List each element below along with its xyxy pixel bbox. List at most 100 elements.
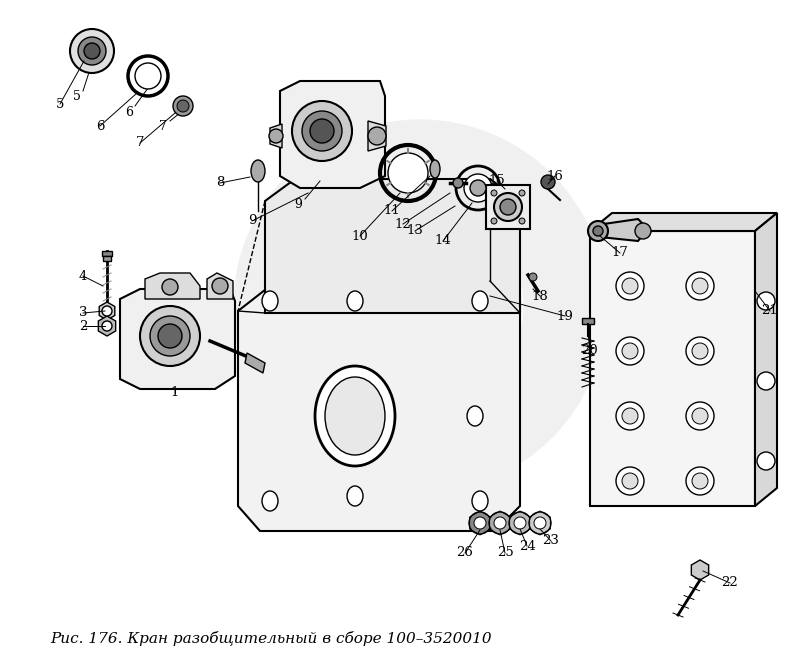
Circle shape bbox=[177, 100, 189, 112]
Polygon shape bbox=[582, 318, 594, 324]
Polygon shape bbox=[590, 231, 755, 506]
Circle shape bbox=[470, 180, 486, 196]
Polygon shape bbox=[368, 121, 386, 151]
Polygon shape bbox=[280, 81, 385, 188]
Circle shape bbox=[474, 517, 486, 529]
Text: 18: 18 bbox=[532, 289, 548, 303]
Text: 4: 4 bbox=[79, 270, 87, 282]
Text: 15: 15 bbox=[489, 174, 506, 187]
Ellipse shape bbox=[315, 366, 395, 466]
Circle shape bbox=[692, 343, 708, 359]
Polygon shape bbox=[98, 316, 116, 336]
Text: Г: Г bbox=[379, 254, 425, 323]
Text: 17: 17 bbox=[611, 246, 629, 260]
Text: 3: 3 bbox=[78, 307, 87, 319]
Circle shape bbox=[588, 221, 608, 241]
Text: 16: 16 bbox=[546, 170, 563, 183]
Circle shape bbox=[500, 199, 516, 215]
Polygon shape bbox=[102, 251, 112, 256]
Text: П: П bbox=[408, 289, 468, 358]
Ellipse shape bbox=[325, 377, 385, 455]
Circle shape bbox=[616, 337, 644, 365]
Circle shape bbox=[757, 452, 775, 470]
Circle shape bbox=[509, 512, 531, 534]
Circle shape bbox=[616, 467, 644, 495]
Circle shape bbox=[616, 272, 644, 300]
Polygon shape bbox=[238, 281, 520, 531]
Circle shape bbox=[757, 292, 775, 310]
Circle shape bbox=[686, 272, 714, 300]
Circle shape bbox=[102, 306, 112, 316]
Circle shape bbox=[622, 473, 638, 489]
Polygon shape bbox=[755, 213, 777, 506]
Text: 23: 23 bbox=[542, 535, 559, 548]
Circle shape bbox=[534, 517, 546, 529]
Circle shape bbox=[140, 306, 200, 366]
Polygon shape bbox=[99, 302, 114, 320]
Circle shape bbox=[622, 343, 638, 359]
Text: 24: 24 bbox=[518, 539, 535, 552]
Circle shape bbox=[757, 372, 775, 390]
Ellipse shape bbox=[262, 491, 278, 511]
Text: 21: 21 bbox=[762, 305, 778, 317]
Polygon shape bbox=[590, 219, 648, 241]
Ellipse shape bbox=[472, 291, 488, 311]
Circle shape bbox=[635, 223, 651, 239]
Circle shape bbox=[686, 402, 714, 430]
Circle shape bbox=[519, 218, 525, 224]
Circle shape bbox=[464, 174, 492, 202]
Ellipse shape bbox=[472, 491, 488, 511]
Text: 7: 7 bbox=[159, 119, 167, 132]
Circle shape bbox=[162, 279, 178, 295]
Text: 14: 14 bbox=[434, 234, 451, 248]
Text: 22: 22 bbox=[722, 576, 738, 590]
Circle shape bbox=[686, 337, 714, 365]
Circle shape bbox=[692, 408, 708, 424]
Polygon shape bbox=[245, 353, 265, 373]
Ellipse shape bbox=[430, 160, 440, 178]
Polygon shape bbox=[691, 560, 709, 580]
Polygon shape bbox=[265, 179, 520, 313]
Circle shape bbox=[514, 517, 526, 529]
Circle shape bbox=[292, 101, 352, 161]
Circle shape bbox=[692, 473, 708, 489]
Circle shape bbox=[135, 63, 161, 89]
Text: Рис. 176. Кран разобщительный в сборе 100–3520010: Рис. 176. Кран разобщительный в сборе 10… bbox=[50, 631, 492, 646]
Circle shape bbox=[519, 190, 525, 196]
Polygon shape bbox=[73, 29, 111, 73]
Circle shape bbox=[212, 278, 228, 294]
Circle shape bbox=[491, 218, 497, 224]
Circle shape bbox=[269, 129, 283, 143]
Text: 13: 13 bbox=[406, 225, 423, 238]
Circle shape bbox=[84, 43, 100, 59]
Circle shape bbox=[692, 278, 708, 294]
Circle shape bbox=[70, 29, 114, 73]
Text: 9: 9 bbox=[248, 215, 256, 227]
Circle shape bbox=[686, 467, 714, 495]
Text: 8: 8 bbox=[216, 176, 224, 189]
Text: 5: 5 bbox=[56, 97, 64, 111]
Circle shape bbox=[616, 402, 644, 430]
Text: 11: 11 bbox=[384, 205, 400, 217]
Polygon shape bbox=[590, 213, 777, 231]
Text: 10: 10 bbox=[352, 229, 368, 242]
Circle shape bbox=[453, 178, 463, 188]
Circle shape bbox=[173, 96, 193, 116]
Circle shape bbox=[102, 321, 112, 331]
Text: 25: 25 bbox=[497, 546, 514, 560]
Text: 5: 5 bbox=[73, 89, 81, 103]
Polygon shape bbox=[103, 256, 111, 261]
Circle shape bbox=[494, 517, 506, 529]
Text: 26: 26 bbox=[457, 546, 474, 560]
Circle shape bbox=[529, 512, 551, 534]
Circle shape bbox=[388, 153, 428, 193]
Circle shape bbox=[158, 324, 182, 348]
Ellipse shape bbox=[251, 160, 265, 182]
Circle shape bbox=[494, 193, 522, 221]
Polygon shape bbox=[120, 289, 235, 389]
Ellipse shape bbox=[262, 291, 278, 311]
Polygon shape bbox=[270, 124, 282, 148]
Circle shape bbox=[310, 119, 334, 143]
Text: 20: 20 bbox=[582, 344, 598, 358]
Circle shape bbox=[491, 190, 497, 196]
